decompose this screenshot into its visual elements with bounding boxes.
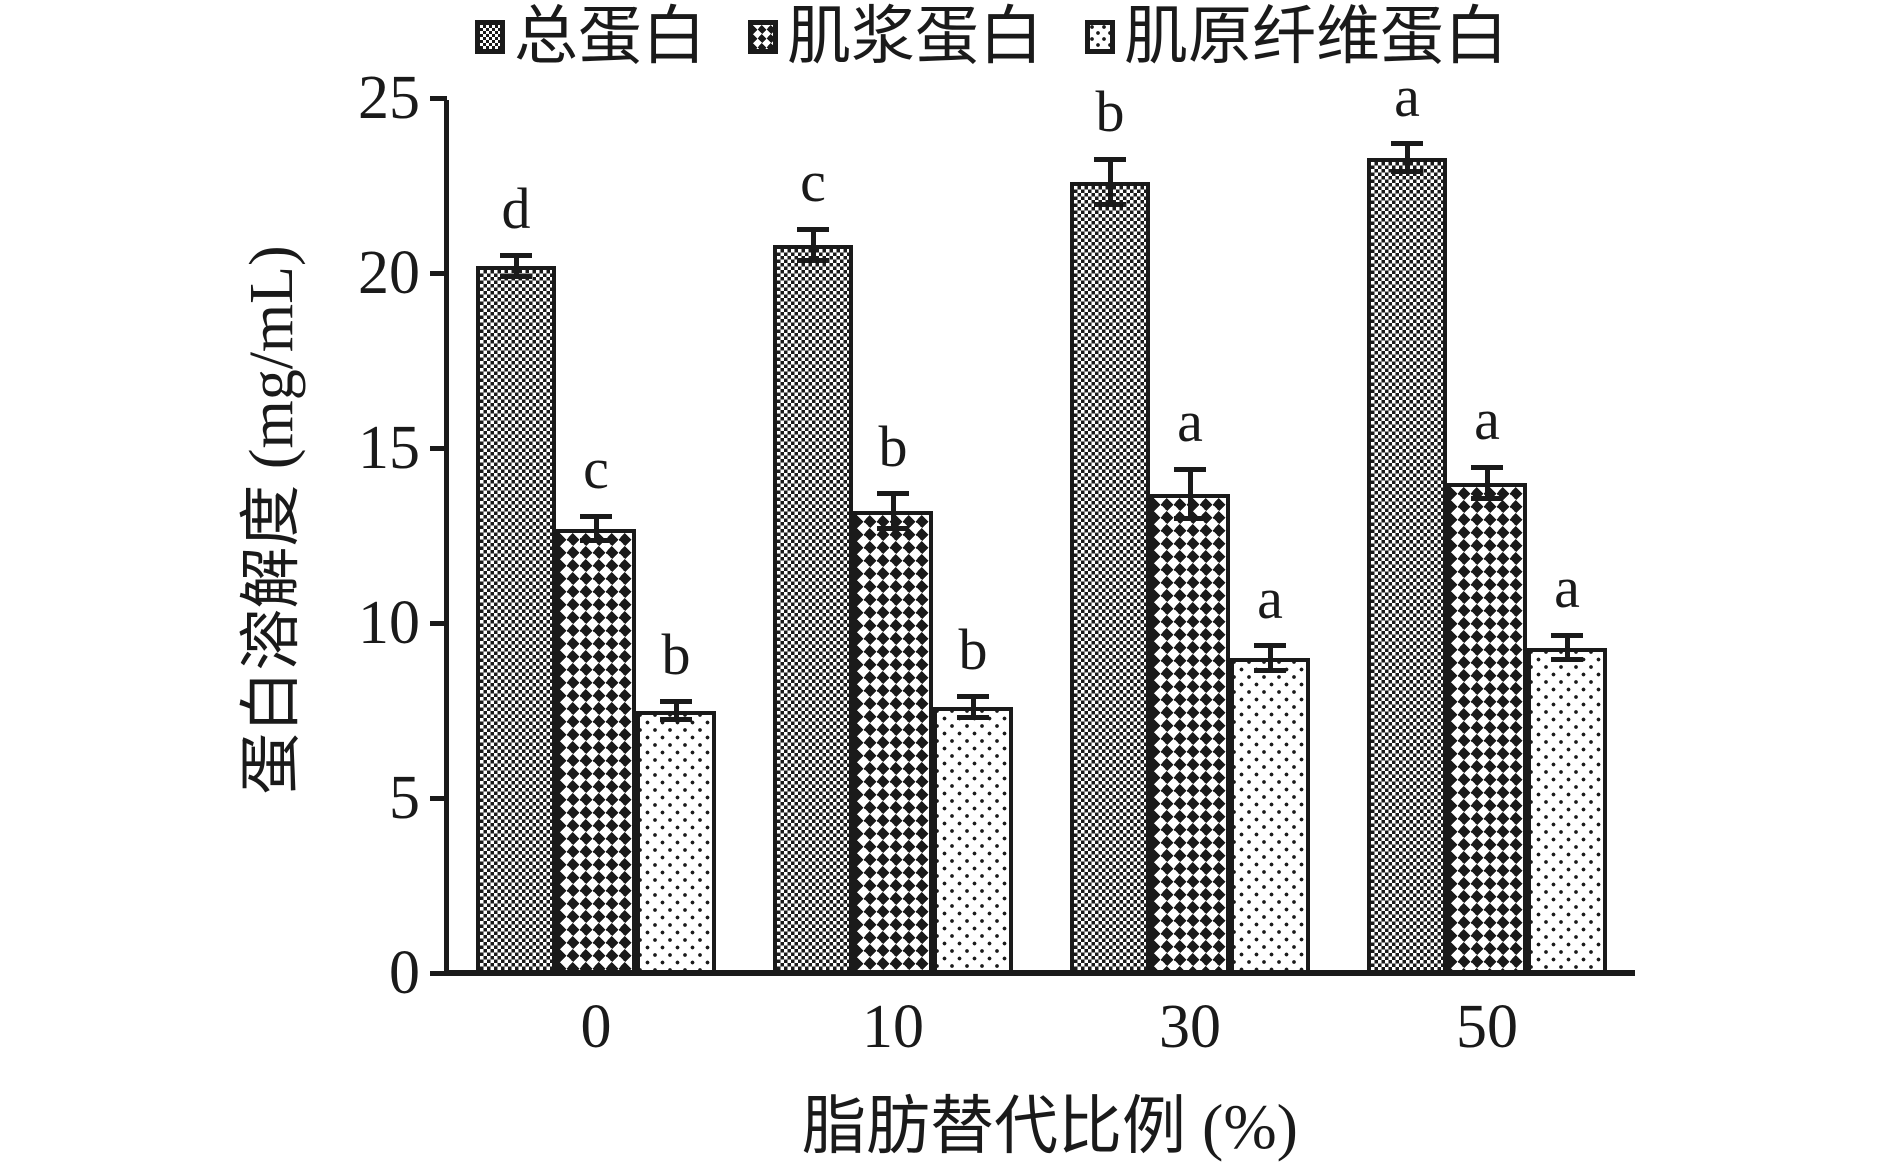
y-tick-label: 0 <box>389 939 420 1007</box>
significance-letter: a <box>1177 389 1203 454</box>
x-tick-label: 50 <box>1456 993 1518 1061</box>
legend-label-sarcoplasmic-protein: 肌浆蛋白 <box>787 1 1043 72</box>
y-axis-line <box>444 100 449 976</box>
x-tick-label: 10 <box>862 993 924 1061</box>
error-bar-cap-top <box>877 491 909 496</box>
bar-series1-group-50 <box>1367 157 1447 975</box>
y-axis-tick <box>430 96 447 101</box>
legend-label-myofibrillar-protein: 肌原纤维蛋白 <box>1124 1 1508 72</box>
error-bar-cap-top <box>1471 464 1503 470</box>
error-bar-cap-bottom <box>1471 496 1503 502</box>
error-bar <box>1107 159 1113 205</box>
bar-series3-group-50 <box>1527 647 1607 975</box>
error-bar <box>1267 645 1273 671</box>
x-axis-title: 脂肪替代比例 (%) <box>802 1091 1298 1162</box>
error-bar-cap-bottom <box>1391 169 1423 174</box>
chart-legend: 总蛋白 肌浆蛋白 肌原纤维蛋白 <box>475 1 1508 72</box>
y-axis-tick <box>430 621 447 626</box>
bar-series1-group-0 <box>476 266 556 975</box>
bar-series3-group-30 <box>1230 658 1310 975</box>
legend-item-myofibrillar-protein: 肌原纤维蛋白 <box>1085 1 1508 72</box>
significance-letter: b <box>1095 79 1125 145</box>
error-bar-cap-top <box>797 226 829 232</box>
bar-series2-group-10 <box>853 511 933 975</box>
error-bar <box>970 696 976 718</box>
x-axis-line <box>444 970 1635 976</box>
error-bar <box>513 255 519 277</box>
error-bar-cap-bottom <box>877 526 909 531</box>
significance-letter: a <box>1394 63 1420 129</box>
legend-swatch-dense-checker <box>475 20 505 55</box>
y-tick-label: 25 <box>358 64 420 132</box>
significance-letter: b <box>958 616 988 682</box>
y-tick-label: 5 <box>389 764 420 832</box>
legend-swatch-diamond-checker <box>748 20 778 55</box>
error-bar <box>890 493 896 529</box>
error-bar-cap-bottom <box>1254 667 1286 673</box>
bar-series1-group-30 <box>1070 182 1150 975</box>
error-bar-cap-bottom <box>500 274 532 279</box>
y-axis-tick <box>430 796 447 801</box>
error-bar-cap-top <box>500 253 532 258</box>
legend-label-total-protein: 总蛋白 <box>514 1 706 72</box>
bar-series1-group-10 <box>773 245 853 975</box>
error-bar <box>673 701 679 720</box>
legend-swatch-dot-grid <box>1085 20 1115 55</box>
error-bar <box>1564 635 1570 660</box>
x-tick-label: 0 <box>580 993 612 1061</box>
legend-item-total-protein: 总蛋白 <box>475 1 706 72</box>
bar-series2-group-0 <box>556 528 636 975</box>
error-bar-cap-bottom <box>580 538 612 544</box>
error-bar-cap-bottom <box>797 258 829 264</box>
error-bar-cap-top <box>1174 466 1206 472</box>
y-tick-label: 10 <box>358 589 420 657</box>
y-axis-tick <box>430 271 447 276</box>
y-tick-label: 15 <box>358 414 420 482</box>
error-bar-cap-top <box>1094 156 1126 162</box>
significance-letter: c <box>800 149 826 215</box>
error-bar <box>1404 143 1410 172</box>
x-tick-label: 30 <box>1159 993 1221 1061</box>
significance-letter: c <box>583 436 609 502</box>
error-bar-cap-bottom <box>660 716 692 722</box>
bar-series3-group-10 <box>933 707 1013 975</box>
significance-letter: d <box>501 175 531 241</box>
significance-letter: b <box>878 413 908 479</box>
bar-series2-group-30 <box>1150 493 1230 975</box>
error-bar-cap-top <box>1391 141 1423 146</box>
error-bar <box>1484 467 1490 499</box>
significance-letter: a <box>1554 555 1580 621</box>
legend-item-sarcoplasmic-protein: 肌浆蛋白 <box>748 1 1043 72</box>
error-bar-cap-top <box>1254 643 1286 649</box>
error-bar-cap-bottom <box>1174 515 1206 521</box>
bar-series3-group-0 <box>636 710 716 975</box>
error-bar <box>810 229 816 261</box>
error-bar-cap-bottom <box>1551 657 1583 663</box>
y-tick-label: 20 <box>358 239 420 307</box>
bar-series2-group-50 <box>1447 483 1527 975</box>
error-bar-cap-top <box>1551 632 1583 638</box>
error-bar-cap-top <box>957 694 989 699</box>
significance-letter: a <box>1474 387 1500 453</box>
error-bar-cap-top <box>580 513 612 519</box>
error-bar <box>1187 469 1193 518</box>
y-axis-tick <box>430 971 447 976</box>
error-bar <box>593 516 599 541</box>
significance-letter: b <box>661 621 691 687</box>
error-bar-cap-top <box>660 699 692 705</box>
y-axis-title: 蛋白溶解度 (mg/mL) <box>238 245 306 795</box>
error-bar-cap-bottom <box>1094 202 1126 208</box>
y-axis-tick <box>430 446 447 451</box>
significance-letter: a <box>1257 565 1283 631</box>
error-bar-cap-bottom <box>957 715 989 720</box>
